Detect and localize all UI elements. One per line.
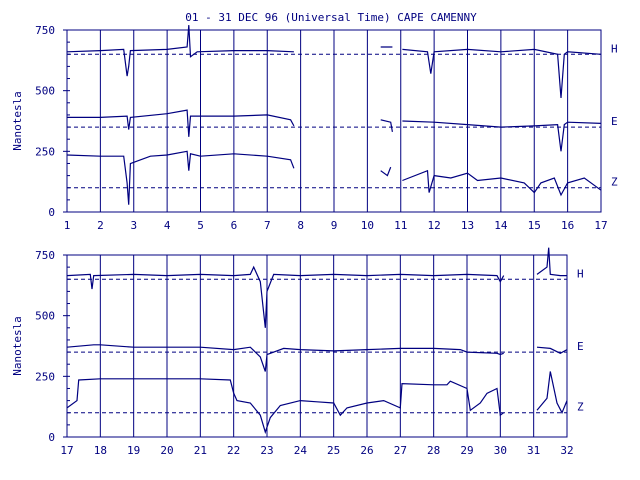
x-tick-label: 22 xyxy=(227,444,240,457)
panel-dec-1-17: 1 2 3 4 5 6 7 8 9 10 11 12 13 14 15 16 170250500750Nanot… xyxy=(11,24,618,232)
x-tick-label: 29 xyxy=(460,444,473,457)
chart-title: 01 - 31 DEC 96 (Universal Time) CAPE CAM… xyxy=(185,11,477,24)
x-tick-label: 7 xyxy=(264,219,271,232)
x-tick-label: 15 xyxy=(528,219,541,232)
x-tick-label: 31 xyxy=(527,444,540,457)
x-tick-label: 30 xyxy=(494,444,507,457)
component-label-E: E xyxy=(611,115,618,128)
y-tick-label: 250 xyxy=(35,370,55,383)
x-tick-label: 25 xyxy=(327,444,340,457)
x-tick-label: 13 xyxy=(461,219,474,232)
x-tick-label: 20 xyxy=(160,444,173,457)
x-tick-label: 24 xyxy=(294,444,308,457)
x-tick-label: 3 xyxy=(130,219,137,232)
x-tick-label: 12 xyxy=(428,219,441,232)
y-tick-label: 750 xyxy=(35,24,55,37)
x-tick-label: 21 xyxy=(194,444,207,457)
x-tick-label: 4 xyxy=(164,219,171,232)
x-tick-label: 1 xyxy=(64,219,71,232)
x-tick-label: 23 xyxy=(260,444,273,457)
component-label-Z: Z xyxy=(577,401,584,414)
y-axis-label: Nanotesla xyxy=(11,316,24,376)
component-label-H: H xyxy=(577,267,584,280)
y-axis-label: Nanotesla xyxy=(11,91,24,151)
y-tick-label: 0 xyxy=(48,431,55,444)
x-tick-label: 19 xyxy=(127,444,140,457)
x-tick-label: 17 xyxy=(60,444,73,457)
x-tick-label: 32 xyxy=(560,444,573,457)
trace-H xyxy=(66,25,602,98)
x-tick-label: 5 xyxy=(197,219,204,232)
x-tick-label: 16 xyxy=(561,219,574,232)
x-tick-label: 8 xyxy=(297,219,304,232)
x-tick-label: 6 xyxy=(231,219,238,232)
plot-frame xyxy=(66,254,568,438)
component-label-H: H xyxy=(611,42,618,55)
y-tick-label: 500 xyxy=(35,310,55,323)
x-tick-label: 17 xyxy=(594,219,607,232)
y-tick-label: 500 xyxy=(35,85,55,98)
y-tick-label: 250 xyxy=(35,145,55,158)
trace-E xyxy=(67,109,602,152)
y-tick-label: 750 xyxy=(35,249,55,262)
y-tick-label: 0 xyxy=(48,206,55,219)
x-tick-label: 28 xyxy=(427,444,440,457)
x-tick-label: 18 xyxy=(94,444,107,457)
x-tick-label: 9 xyxy=(331,219,338,232)
x-tick-label: 2 xyxy=(97,219,104,232)
trace-E xyxy=(66,344,568,372)
component-label-Z: Z xyxy=(611,176,618,189)
x-tick-label: 26 xyxy=(360,444,373,457)
trace-H xyxy=(66,247,567,328)
x-tick-label: 27 xyxy=(394,444,407,457)
trace-Z xyxy=(66,371,568,435)
trace-Z xyxy=(66,150,602,205)
x-tick-label: 10 xyxy=(361,219,374,232)
x-tick-label: 14 xyxy=(494,219,508,232)
component-label-E: E xyxy=(577,340,584,353)
x-tick-label: 11 xyxy=(394,219,407,232)
panel-dec-17-32: 17 18 19 20 21 22 23 24 25 26 27 28 29 30 31 32 0 250 500 7… xyxy=(11,247,584,457)
